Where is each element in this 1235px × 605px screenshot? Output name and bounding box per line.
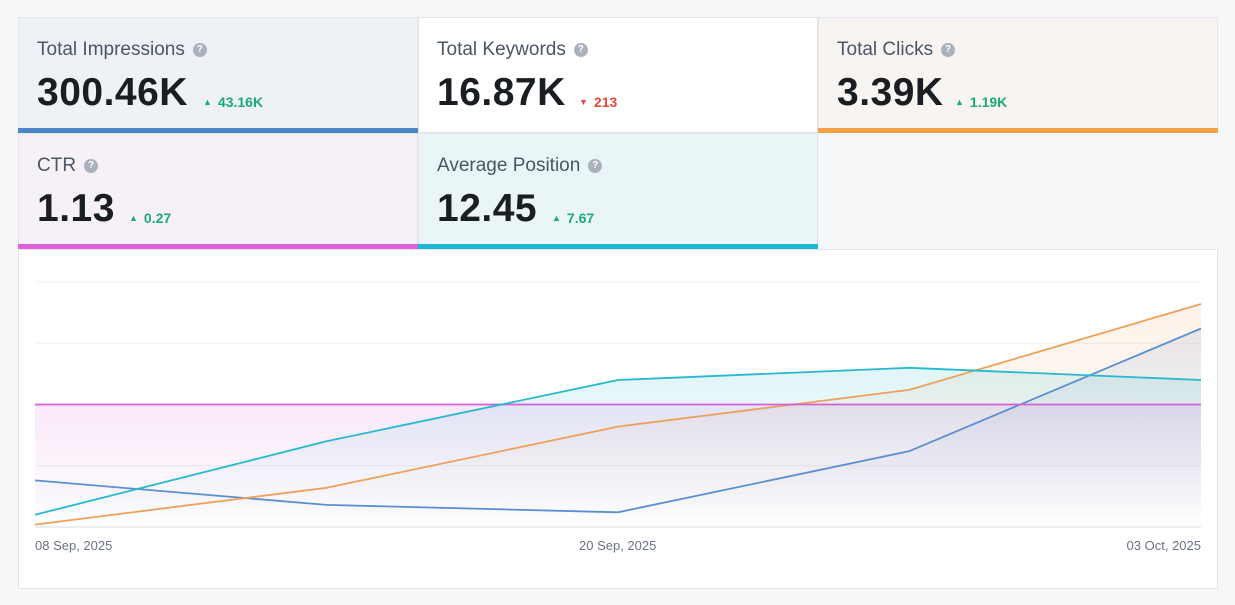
card-accent-bar [418,244,818,249]
help-icon[interactable]: ? [192,43,207,57]
card-delta: ▲ 1.19K [955,94,1008,110]
card-label: CTR [37,155,77,176]
series-line [34,303,1202,526]
arrow-up-icon: ▲ [955,97,964,107]
help-icon[interactable]: ? [588,159,603,173]
card-delta: ▼ 213 [579,94,618,110]
arrow-down-icon: ▼ [579,97,588,107]
card-accent-bar [18,128,418,133]
x-tick-label: 08 Sep, 2025 [35,538,113,553]
card-value: 12.45 [437,187,538,230]
card-average-position[interactable]: Average Position? 12.45 ▲ 7.67 [418,133,818,249]
arrow-up-icon: ▲ [129,213,138,223]
card-total-keywords[interactable]: Total Keywords? 16.87K ▼ 213 [418,17,818,133]
chart-canvas [34,281,1202,528]
dashboard: Total Impressions? 300.46K ▲ 43.16K Total… [18,17,1218,589]
x-tick-label: 20 Sep, 2025 [579,538,657,553]
card-label: Average Position [437,155,581,176]
help-icon[interactable]: ? [84,159,99,173]
metric-cards: Total Impressions? 300.46K ▲ 43.16K Total… [18,17,1218,250]
card-ctr[interactable]: CTR? 1.13 ▲ 0.27 [18,133,418,249]
card-accent-bar [18,244,418,249]
help-icon[interactable]: ? [941,43,956,57]
card-delta: ▲ 7.67 [552,210,595,226]
card-total-impressions[interactable]: Total Impressions? 300.46K ▲ 43.16K [18,17,418,133]
series-line [34,327,1202,514]
trend-chart: 08 Sep, 2025 20 Sep, 2025 03 Oct, 2025 [18,249,1218,589]
x-tick-label: 03 Oct, 2025 [1126,538,1201,553]
card-value: 1.13 [37,187,115,230]
card-value: 16.87K [437,71,566,114]
card-value: 3.39K [837,71,944,114]
arrow-up-icon: ▲ [552,213,561,223]
card-delta: ▲ 0.27 [129,210,172,226]
series-line [34,366,1202,516]
card-total-clicks[interactable]: Total Clicks? 3.39K ▲ 1.19K [818,17,1218,133]
arrow-up-icon: ▲ [203,97,212,107]
card-value: 300.46K [37,71,188,114]
card-label: Total Keywords [437,39,566,60]
card-delta: ▲ 43.16K [203,94,264,110]
card-label: Total Clicks [837,39,934,60]
card-accent-bar [818,128,1218,133]
card-label: Total Impressions [37,39,185,60]
help-icon[interactable]: ? [573,43,588,57]
